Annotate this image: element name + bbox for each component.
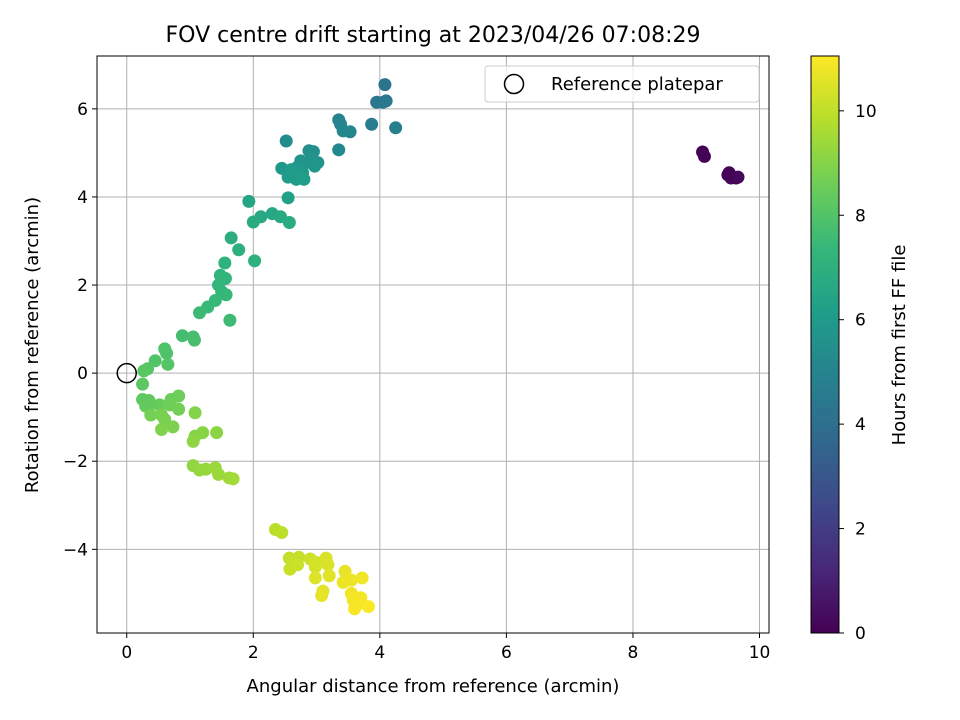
y-tick-label: 0 <box>77 364 88 384</box>
colorbar: 0 2 4 6 8 10 Hours from first FF file <box>810 55 910 644</box>
data-point <box>248 254 262 268</box>
y-tick-label: −2 <box>63 452 88 472</box>
legend-label-reference: Reference platepar <box>551 74 723 95</box>
data-point <box>344 573 358 587</box>
data-point <box>246 215 260 229</box>
data-point <box>275 526 289 540</box>
reference-platepar-point <box>116 362 137 384</box>
data-point <box>211 467 225 481</box>
data-point <box>343 125 357 139</box>
data-point <box>242 194 256 208</box>
data-point <box>321 558 335 572</box>
data-point <box>218 256 232 270</box>
data-point <box>379 94 393 108</box>
data-point <box>226 472 240 486</box>
data-point <box>378 78 392 92</box>
y-axis-ticks: −4 −2 0 2 4 6 <box>63 100 97 560</box>
data-point <box>315 589 329 603</box>
data-point <box>308 571 322 585</box>
data-point <box>196 426 210 440</box>
colorbar-tick-label: 10 <box>855 102 877 122</box>
y-tick-label: 4 <box>77 188 88 208</box>
data-point <box>223 313 237 327</box>
data-point <box>279 134 293 148</box>
data-point <box>158 412 172 426</box>
data-point <box>389 121 403 135</box>
x-tick-label: 0 <box>121 643 132 663</box>
data-point <box>355 571 369 585</box>
data-point <box>361 600 375 614</box>
data-point <box>210 426 224 440</box>
legend-box <box>484 65 760 103</box>
x-tick-label: 6 <box>501 643 512 663</box>
colorbar-tick-label: 6 <box>855 311 866 331</box>
plot-frame <box>96 55 770 634</box>
data-point <box>224 231 238 245</box>
colorbar-tick-label: 8 <box>855 206 866 226</box>
x-tick-label: 4 <box>374 643 385 663</box>
data-point <box>188 406 202 420</box>
data-point <box>187 333 201 347</box>
y-tick-label: −4 <box>63 540 88 560</box>
reference-marker <box>116 362 137 384</box>
data-point <box>199 462 213 476</box>
data-point <box>297 172 311 186</box>
colorbar-tick-label: 4 <box>855 415 866 435</box>
data-point <box>697 149 711 163</box>
data-point <box>308 560 322 574</box>
data-point <box>291 558 305 572</box>
data-point <box>160 346 174 360</box>
colorbar-label: Hours from first FF file <box>889 245 910 446</box>
data-point <box>322 569 336 583</box>
data-point <box>175 329 189 343</box>
data-point <box>155 423 169 437</box>
data-point <box>186 434 200 448</box>
data-point <box>282 215 296 229</box>
data-point <box>172 389 186 403</box>
colorbar-ticks: 0 2 4 6 8 10 <box>839 102 877 644</box>
x-tick-label: 10 <box>749 643 771 663</box>
data-point <box>219 288 233 302</box>
legend-marker-reference <box>503 73 525 95</box>
data-point <box>722 166 736 180</box>
data-point <box>166 420 180 434</box>
y-tick-label: 2 <box>77 276 88 296</box>
colorbar-gradient <box>810 55 840 634</box>
grid-lines <box>97 56 769 633</box>
chart-title: FOV centre drift starting at 2023/04/26 … <box>166 23 701 48</box>
data-point <box>332 143 346 157</box>
data-points <box>136 78 745 616</box>
data-point <box>365 117 379 131</box>
y-tick-label: 6 <box>77 100 88 120</box>
colorbar-tick-label: 2 <box>855 520 866 540</box>
data-point <box>153 398 167 412</box>
data-point <box>232 243 246 257</box>
data-point <box>137 364 151 378</box>
x-tick-label: 8 <box>628 643 639 663</box>
x-tick-label: 2 <box>248 643 259 663</box>
colorbar-tick-label: 0 <box>855 624 866 644</box>
data-point <box>308 159 322 173</box>
data-point <box>172 402 186 416</box>
data-point <box>144 408 158 422</box>
legend: Reference platepar <box>484 65 760 103</box>
data-point <box>136 377 150 391</box>
data-point <box>193 306 207 320</box>
y-axis-label: Rotation from reference (arcmin) <box>22 197 43 493</box>
data-point <box>281 191 295 205</box>
x-axis-label: Angular distance from reference (arcmin) <box>247 676 620 697</box>
data-point <box>348 602 362 616</box>
x-axis-ticks: 0 2 4 6 8 10 <box>121 633 770 663</box>
data-point <box>161 357 175 371</box>
